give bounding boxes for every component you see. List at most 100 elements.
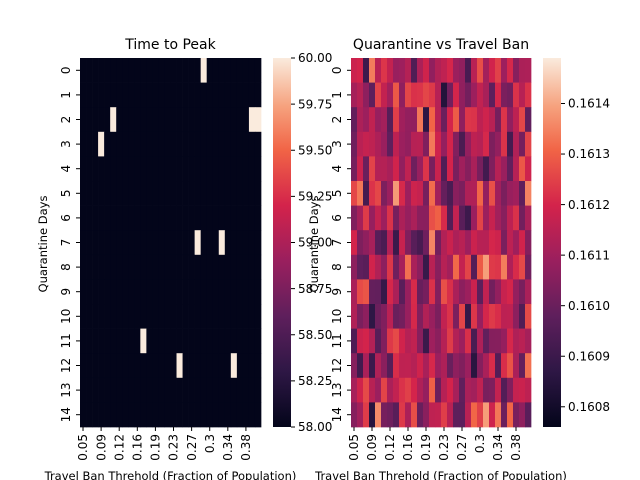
heatmap-cell	[254, 107, 262, 133]
heatmap-cell	[92, 205, 99, 231]
x-tick-label: 0.09	[94, 434, 108, 461]
y-tick-label: 9	[330, 288, 344, 296]
heatmap-cell	[429, 279, 436, 305]
heatmap-cell	[224, 279, 232, 305]
heatmap-cell	[92, 353, 99, 379]
heatmap-cell	[489, 353, 496, 379]
heatmap-cell	[206, 328, 214, 354]
heatmap-cell	[375, 402, 382, 428]
heatmap-cell	[435, 304, 442, 329]
heatmap-cell	[357, 181, 364, 206]
heatmap-cell	[206, 156, 214, 182]
heatmap-cell	[495, 304, 502, 329]
heatmap-cell	[80, 230, 87, 256]
heatmap-cell	[116, 131, 123, 157]
heatmap-cell	[477, 107, 484, 133]
heatmap-cell	[110, 254, 117, 280]
heatmap-cell	[254, 58, 262, 83]
colorbar-tick-label: 0.1610	[568, 299, 610, 313]
heatmap-cell	[86, 254, 93, 280]
heatmap-cell	[116, 107, 123, 133]
heatmap-cell	[405, 353, 412, 379]
heatmap-cell	[206, 82, 214, 108]
heatmap-cell	[146, 58, 153, 83]
heatmap-cell	[122, 402, 129, 428]
heatmap-cell	[236, 156, 244, 182]
heatmap-cell	[206, 230, 214, 256]
heatmap-cell	[188, 131, 195, 157]
y-tick-label: 4	[330, 165, 344, 173]
heatmap-cell	[158, 131, 165, 157]
heatmap-cell	[140, 131, 147, 157]
heatmap-cell	[140, 328, 147, 354]
heatmap-cell	[465, 82, 472, 108]
heatmap-cell	[453, 377, 460, 403]
heatmap-cell	[152, 279, 159, 305]
heatmap-cell	[381, 82, 388, 108]
heatmap-cell	[80, 156, 87, 182]
heatmap-cell	[411, 254, 418, 280]
heatmap-cell	[212, 377, 220, 403]
heatmap-cell	[405, 254, 412, 280]
heatmap-cell	[459, 254, 466, 280]
x-ticks: 0.05 0.09 0.12 0.16 0.19 0.23 0.27 0.3 0.34 0.38	[76, 427, 253, 461]
heatmap-cell	[110, 58, 117, 83]
heatmap-cell	[423, 82, 430, 108]
heatmap-cell	[471, 230, 478, 256]
x-tick-label: 0.3	[203, 434, 217, 453]
heatmap-cell	[128, 156, 135, 182]
heatmap-cell	[140, 181, 147, 206]
heatmap-cell	[218, 82, 226, 108]
heatmap-cell	[188, 156, 195, 182]
heatmap-cell	[212, 279, 220, 305]
heatmap-cell	[369, 254, 376, 280]
heatmap-cell	[194, 230, 202, 256]
heatmap-cell	[92, 230, 99, 256]
heatmap-cell	[188, 254, 195, 280]
heatmap-cell	[369, 107, 376, 133]
heatmap-cell	[80, 58, 87, 83]
heatmap-cell	[423, 156, 430, 182]
heatmap-cell	[519, 304, 526, 329]
heatmap-cell	[158, 279, 165, 305]
heatmap-cell	[212, 205, 220, 231]
heatmap-cell	[134, 254, 141, 280]
heatmap-cell	[369, 328, 376, 354]
heatmap-cell	[423, 205, 430, 231]
heatmap-cell	[116, 304, 123, 329]
heatmap-cell	[363, 156, 370, 182]
heatmap-cell	[507, 279, 514, 305]
heatmap-cell	[152, 402, 159, 428]
heatmap-cell	[230, 230, 238, 256]
heatmap-cell	[146, 377, 153, 403]
y-tick-label: 12	[59, 358, 73, 373]
heatmap-cell	[170, 156, 177, 182]
heatmap-cell	[242, 377, 250, 403]
heatmap-cell	[399, 377, 406, 403]
heatmap-cell	[248, 58, 256, 83]
heatmap-cell	[86, 353, 93, 379]
heatmap-cell	[495, 156, 502, 182]
heatmap-cell	[393, 156, 400, 182]
y-tick-label: 5	[330, 189, 344, 197]
heatmap-cell	[80, 402, 87, 428]
heatmap-cell	[465, 353, 472, 379]
heatmap-cell	[369, 402, 376, 428]
heatmap-cell	[441, 402, 448, 428]
heatmap-cell	[483, 304, 490, 329]
heatmap-cell	[375, 230, 382, 256]
heatmap-cell	[477, 353, 484, 379]
heatmap-cell	[507, 205, 514, 231]
heatmap-cell	[134, 82, 141, 108]
heatmap-cell	[351, 279, 358, 305]
heatmap-cell	[128, 131, 135, 157]
heatmap-cell	[146, 181, 153, 206]
heatmap-cell	[501, 205, 508, 231]
heatmap-cell	[381, 304, 388, 329]
heatmap-cell	[158, 82, 165, 108]
heatmap-cell	[212, 254, 220, 280]
heatmap-cell	[152, 181, 159, 206]
heatmap-cell	[405, 82, 412, 108]
heatmap-cell	[363, 205, 370, 231]
heatmap-cell	[423, 131, 430, 157]
